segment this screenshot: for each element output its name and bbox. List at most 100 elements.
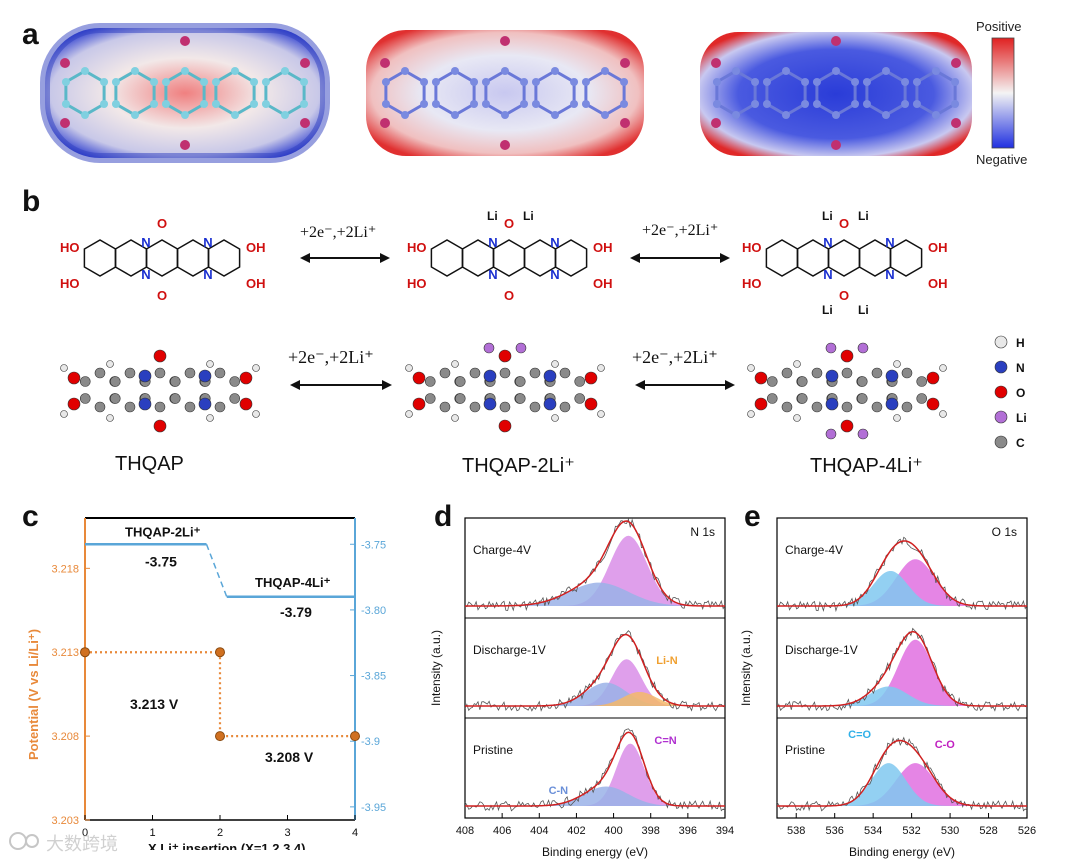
x-tick-label: 398 [642,825,660,837]
x-tick-label: 1 [149,827,155,839]
chart-xps-n1s: N 1s 408 406 404 402 400 398 396 394 Binding ener… [429,517,734,859]
fitted-component [465,691,725,706]
x-tick-label: 408 [456,825,474,837]
hydroxyl-label: HO [60,240,80,255]
reaction-arrow-2: +2e⁻,+2Li⁺ [630,222,730,263]
reaction-arrow-4: +2e⁻,+2Li⁺ [632,347,735,390]
atom-n: N [488,267,497,282]
esp-atom [481,78,490,86]
atom-li: Li [822,303,833,317]
x-tick-label: 396 [679,825,697,837]
nitrogen-atom [483,397,497,411]
carbon-atom [469,367,481,379]
hydrogen-atom [893,414,901,422]
legend-atom-label: Li [1016,411,1027,425]
raw-spectrum [464,518,726,612]
esp-atom [470,100,479,108]
carbon-atom [766,376,778,387]
esp-oxygen [500,36,510,46]
y-right-axis-label: Total energy (×10⁴eV) [398,627,400,760]
fit-envelope [464,520,726,607]
plot-frame [776,517,1028,819]
oxygen-atom [67,397,81,411]
atom-n: N [141,267,150,282]
esp-maps: Positive Negative [40,19,1027,167]
carbon-atom [916,393,928,404]
legend-atom-swatch [994,360,1008,374]
esp-oxygen [180,140,190,150]
esp-atom [751,78,760,86]
x-tick-label: 404 [530,825,548,837]
x-tick-label: 534 [864,825,882,837]
esp-atom [762,78,771,86]
chart-xps-o1s: O 1s 538 536 534 532 530 528 526 Binding energy … [739,517,1036,859]
hydrogen-atom [405,364,413,372]
panel-label-d: d [434,500,453,533]
hydrogen-atom [451,414,459,422]
panel-label-c: c [22,500,39,533]
nitrogen-atom [138,369,152,383]
esp-atom [832,67,840,75]
hydrogen-atom [747,364,755,372]
hydrogen-atom [405,410,413,418]
esp-atom [712,100,721,108]
carbon-atom [229,376,241,387]
peak-annotation: C=N [654,735,676,747]
esp-atom [300,100,309,108]
carbon-atom [574,393,586,404]
x-tick-label: 394 [716,825,734,837]
hydroxyl-label: OH [246,276,266,291]
esp-atom [161,78,170,86]
plot-title: O 1s [992,525,1017,539]
esp-atom [161,100,170,108]
carbon-atom [514,393,526,404]
lithium-atom [483,342,495,354]
x-tick-label: 528 [979,825,997,837]
oxygen-atom [153,349,167,363]
hydroxyl-label: HO [407,240,427,255]
esp-atom [211,100,220,108]
carbon-atom [109,376,121,387]
esp-atom [150,100,159,108]
oxygen-atom [840,419,854,433]
y-left-tick-label: 3.208 [51,731,79,743]
carbon-atom [424,376,436,387]
esp-atom [751,100,760,108]
carbon-atom [901,367,913,379]
x-tick-label: 3 [284,827,290,839]
atom-legend: HNO Li C [994,335,1027,450]
nitrogen-atom [198,397,212,411]
hydrogen-atom [793,360,801,368]
x-tick-label: 0 [82,827,88,839]
oxygen-atom [498,419,512,433]
x-tick-label: 538 [787,825,805,837]
esp-map-thqap [40,23,330,163]
x-tick-label: 402 [567,825,585,837]
carbon-atom [796,393,808,404]
esp-oxygen [380,118,390,128]
esp-atom [131,67,139,75]
esp-atom [420,100,429,108]
esp-atom [250,78,259,86]
hydrogen-atom [793,414,801,422]
carbon-atom [796,376,808,387]
carbon-atom [559,401,571,413]
esp-oxygen [711,58,721,68]
potential-point [80,647,90,658]
esp-atom [762,100,771,108]
esp-atom [111,100,120,108]
energy-value-label: -3.75 [145,553,177,569]
esp-atom [951,78,960,86]
oxygen-atom [239,397,253,411]
esp-atom [470,78,479,86]
y-right-tick-label: -3.75 [361,539,386,551]
subplot-label: Charge-4V [785,543,843,557]
carbon-atom [184,401,196,413]
fitted-component [465,682,725,706]
hydrogen-atom [747,410,755,418]
fitted-component [465,786,725,806]
x-axis-label: Binding energy (eV) [542,845,648,859]
carbon-atom [214,401,226,413]
esp-atom [481,100,490,108]
